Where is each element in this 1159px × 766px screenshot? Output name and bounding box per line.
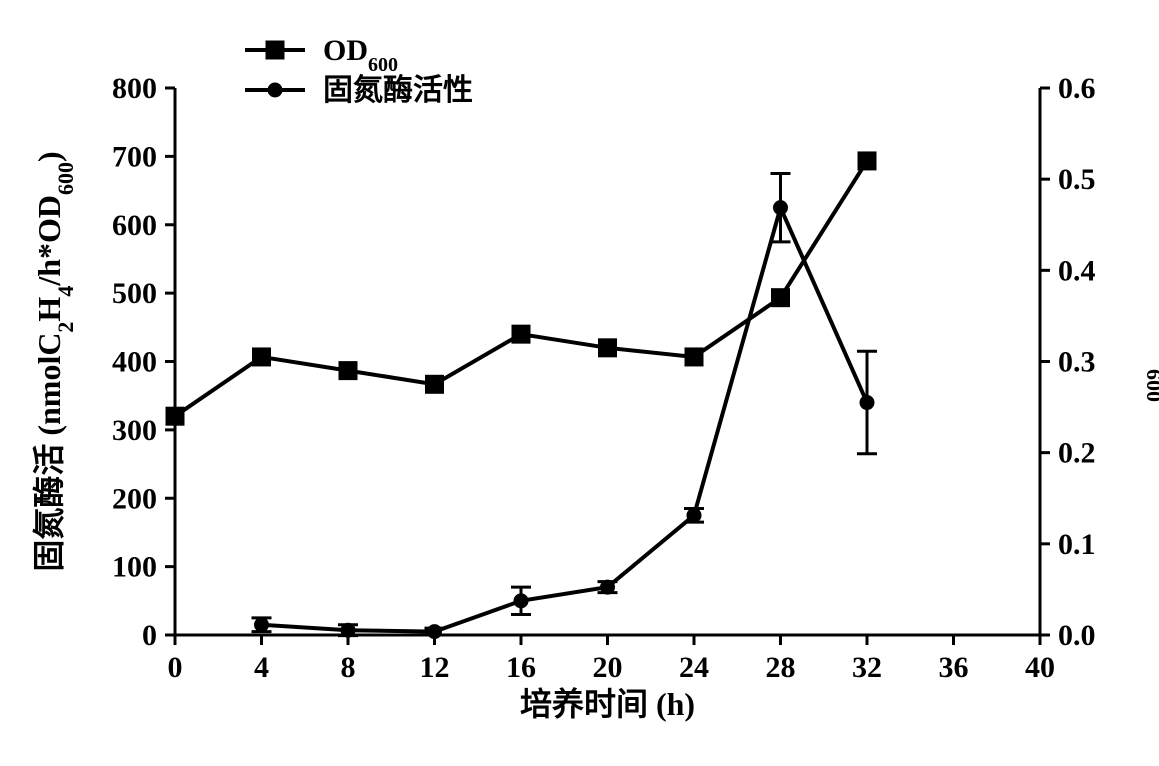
nitrogenase-marker — [687, 508, 701, 522]
y-left-tick-label: 100 — [112, 551, 157, 584]
x-tick-label: 8 — [341, 651, 356, 684]
nitrogenase-marker — [860, 396, 874, 410]
y-right-tick-label: 0.6 — [1058, 72, 1096, 105]
y-right-tick-label: 0.3 — [1058, 346, 1096, 379]
x-tick-label: 16 — [506, 651, 536, 684]
y-left-tick-label: 0 — [142, 619, 157, 652]
x-tick-label: 4 — [254, 651, 269, 684]
x-tick-label: 20 — [593, 651, 623, 684]
od600-marker — [858, 152, 876, 170]
y-left-tick-label: 400 — [112, 346, 157, 379]
nitrogenase-marker — [428, 625, 442, 639]
legend-label-nitrogenase: 固氮酶活性 — [323, 74, 473, 107]
x-tick-label: 32 — [852, 651, 882, 684]
od600-marker — [339, 362, 357, 380]
od600-marker — [426, 375, 444, 393]
x-tick-label: 12 — [420, 651, 450, 684]
nitrogenase-marker — [601, 580, 615, 594]
y-right-tick-label: 0.1 — [1058, 528, 1096, 561]
x-axis-label: 培养时间 (h) — [520, 686, 695, 722]
y-right-axis-label: OD600 — [1143, 321, 1159, 402]
y-left-tick-label: 600 — [112, 209, 157, 242]
y-left-axis-label: 固氮酶活 (nmolC2H4/h*OD600) — [31, 151, 78, 571]
od600-marker — [599, 339, 617, 357]
od600-marker — [685, 348, 703, 366]
od600-marker — [166, 407, 184, 425]
od600-marker — [512, 325, 530, 343]
nitrogenase-marker — [774, 201, 788, 215]
y-right-tick-label: 0.5 — [1058, 163, 1096, 196]
x-tick-label: 24 — [679, 651, 709, 684]
od600-marker — [772, 289, 790, 307]
dual-axis-chart: 0481216202428323640010020030040050060070… — [20, 20, 1159, 746]
nitrogenase-marker — [514, 594, 528, 608]
y-left-tick-label: 200 — [112, 482, 157, 515]
y-left-tick-label: 700 — [112, 140, 157, 173]
y-right-tick-label: 0.0 — [1058, 619, 1096, 652]
y-right-tick-label: 0.4 — [1058, 254, 1096, 287]
y-right-tick-label: 0.2 — [1058, 437, 1096, 470]
chart-container: 0481216202428323640010020030040050060070… — [20, 20, 1159, 746]
legend-label-od600: OD600 — [323, 34, 398, 76]
y-left-tick-label: 300 — [112, 414, 157, 447]
x-tick-label: 36 — [939, 651, 969, 684]
y-left-tick-label: 800 — [112, 72, 157, 105]
nitrogenase-marker — [255, 618, 269, 632]
x-tick-label: 40 — [1025, 651, 1055, 684]
nitrogenase-line — [262, 208, 868, 632]
legend-marker-od600 — [266, 41, 284, 59]
x-tick-label: 0 — [168, 651, 183, 684]
y-left-tick-label: 500 — [112, 277, 157, 310]
od600-marker — [253, 348, 271, 366]
x-tick-label: 28 — [766, 651, 796, 684]
nitrogenase-marker — [341, 623, 355, 637]
legend-marker-nitrogenase — [268, 83, 282, 97]
od600-line — [175, 161, 867, 416]
